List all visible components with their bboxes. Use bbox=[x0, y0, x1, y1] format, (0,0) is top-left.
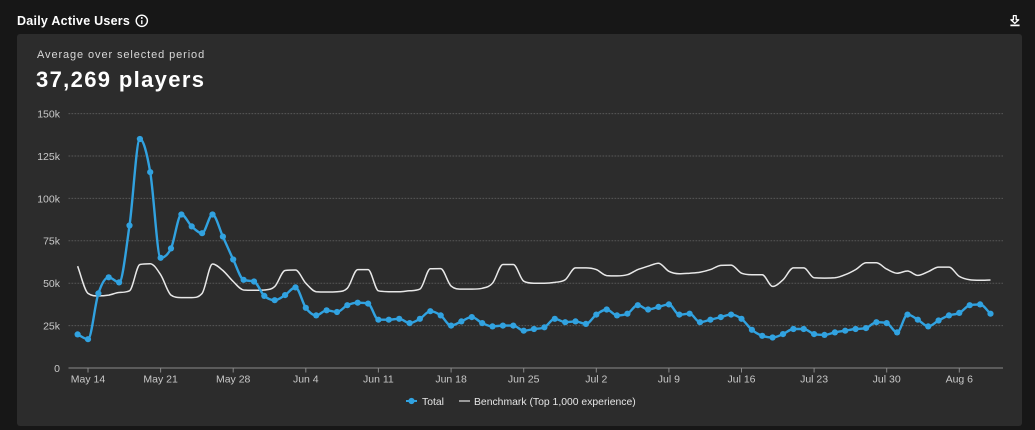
svg-text:125k: 125k bbox=[37, 151, 61, 163]
svg-text:Jul 23: Jul 23 bbox=[800, 374, 828, 386]
svg-text:Benchmark (Top 1,000 experienc: Benchmark (Top 1,000 experience) bbox=[474, 397, 636, 408]
svg-text:Jul 2: Jul 2 bbox=[585, 374, 607, 386]
svg-text:May 21: May 21 bbox=[143, 374, 178, 386]
svg-text:Jun 11: Jun 11 bbox=[363, 374, 394, 386]
svg-text:Jun 4: Jun 4 bbox=[293, 374, 319, 386]
svg-text:Jul 30: Jul 30 bbox=[873, 374, 901, 386]
svg-text:May 14: May 14 bbox=[71, 374, 106, 386]
svg-text:May 28: May 28 bbox=[216, 374, 251, 386]
svg-text:150k: 150k bbox=[37, 109, 61, 121]
svg-text:Jul 16: Jul 16 bbox=[727, 374, 755, 386]
svg-text:25k: 25k bbox=[43, 321, 61, 333]
svg-text:0: 0 bbox=[54, 363, 60, 375]
svg-text:Jun 18: Jun 18 bbox=[435, 374, 467, 386]
svg-text:100k: 100k bbox=[37, 193, 61, 205]
svg-text:50k: 50k bbox=[43, 278, 61, 290]
svg-text:Jun 25: Jun 25 bbox=[508, 374, 540, 386]
svg-text:Aug 6: Aug 6 bbox=[946, 374, 974, 386]
svg-text:75k: 75k bbox=[43, 236, 61, 248]
svg-text:Jul 9: Jul 9 bbox=[658, 374, 680, 386]
svg-text:Total: Total bbox=[422, 397, 444, 408]
